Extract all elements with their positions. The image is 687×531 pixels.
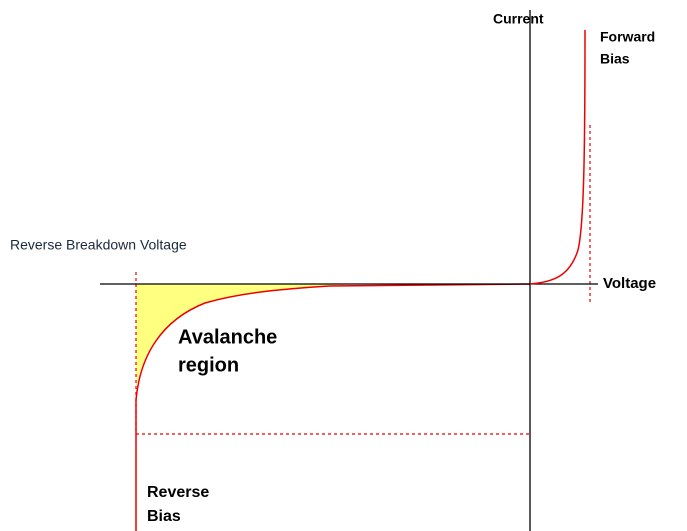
forward-label: Forward [600,29,655,45]
avalanche-label: Avalanche [178,326,277,348]
avalanche-label: region [178,354,239,376]
reverse-curve [135,283,531,531]
reverse-bias-label: Bias [147,508,181,525]
current-label: Current [493,11,544,27]
breakdown-label: Reverse Breakdown Voltage [10,237,187,253]
reverse-bias-label: Reverse [147,484,209,501]
avalanche-fill [136,284,350,390]
forward-label: Bias [600,51,630,67]
forward-curve [529,29,586,285]
voltage-label: Voltage [603,275,656,292]
